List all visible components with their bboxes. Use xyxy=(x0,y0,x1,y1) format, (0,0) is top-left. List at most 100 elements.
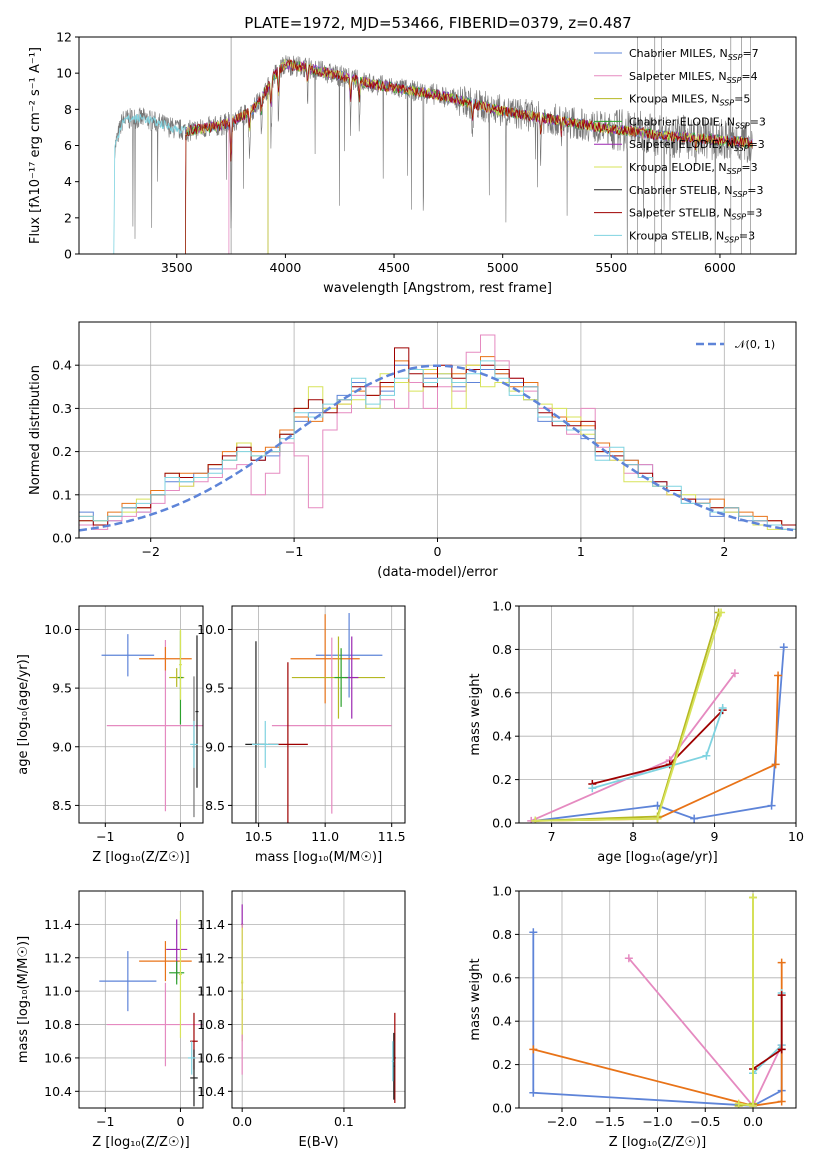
legend-name: Salpeter ELODIE, N xyxy=(629,138,734,151)
legend-name: Kroupa ELODIE, N xyxy=(629,161,727,174)
y-tick-label: 2 xyxy=(64,210,72,225)
axes-frame xyxy=(78,321,797,539)
x-tick-label: 5000 xyxy=(487,260,519,275)
legend-sub: SSP xyxy=(724,235,739,244)
x-axis-label: wavelength [Angstrom, rest frame] xyxy=(323,281,552,296)
y-tick-label: 0.2 xyxy=(492,1057,512,1072)
mass-weight-marker xyxy=(653,814,662,823)
y-tick-label: 11.0 xyxy=(44,984,72,999)
y-tick-label: 10.6 xyxy=(44,1050,72,1065)
y-tick-label: 0.8 xyxy=(492,927,512,942)
x-tick-label: 2 xyxy=(720,544,728,559)
y-tick-label: 8.5 xyxy=(205,798,225,813)
legend-name: Chabrier MILES, N xyxy=(629,47,728,60)
x-tick-label: 7 xyxy=(548,829,556,844)
x-tick-label: −2 xyxy=(141,544,159,559)
y-tick-label: 0.4 xyxy=(492,729,512,744)
x-axis-label: age [log₁₀(age/yr)] xyxy=(597,850,718,865)
x-tick-label: 4000 xyxy=(270,260,302,275)
legend-entry: Kroupa MILES, NSSP=5 xyxy=(629,93,750,108)
legend-sub: SSP xyxy=(735,121,750,130)
x-tick-label: −0.5 xyxy=(690,1114,720,1129)
y-tick-label: 9.5 xyxy=(52,681,72,696)
x-tick-label: −1 xyxy=(96,829,114,844)
axes-frame xyxy=(231,890,406,1109)
legend-entry: Kroupa ELODIE, NSSP=3 xyxy=(629,161,758,176)
spectrum-panel: 3500 4000 4500 5000 5500 6000 0 2 4 6 8 10 12 wavelen… xyxy=(28,30,797,296)
spectrum-legend: Chabrier MILES, NSSP=7 Salpeter MILES, N S… xyxy=(594,47,766,244)
y-tick-label: 0.6 xyxy=(492,685,512,700)
x-axis-label: E(B-V) xyxy=(298,1135,338,1150)
y-tick-label: 0.1 xyxy=(52,487,72,502)
y-axis-label: mass weight xyxy=(468,958,483,1040)
mass-weight-marker xyxy=(702,751,711,760)
mass-weight-marker xyxy=(777,958,786,967)
legend-name: Chabrier ELODIE, N xyxy=(629,115,735,128)
axes-frame xyxy=(518,605,797,824)
plot-area xyxy=(241,904,396,1103)
y-tick-label: 10.8 xyxy=(197,1017,225,1032)
x-tick-label: 1 xyxy=(577,544,585,559)
legend-suffix: =3 xyxy=(749,138,765,151)
y-tick-label: 0.8 xyxy=(492,642,512,657)
x-axis-label: Z [log₁₀(Z/Z☉)] xyxy=(609,1135,706,1150)
mass-weight-line xyxy=(535,612,720,822)
panels: 3500 4000 4500 5000 5500 6000024681012wavelen… xyxy=(16,30,804,1151)
y-tick-label: 10.4 xyxy=(44,1084,72,1099)
x-tick-label: 0 xyxy=(434,544,442,559)
x-tick-label: −1.5 xyxy=(595,1114,625,1129)
legend-entry: Chabrier ELODIE, NSSP=3 xyxy=(629,115,766,130)
mass-weight-marker xyxy=(718,703,727,712)
x-axis-label: Z [log₁₀(Z/Z☉)] xyxy=(92,1135,189,1150)
age-vs-Z-panel: −1 0 8.5 9.0 9.5 10.0 Z [log₁₀(Z/Z☉)] age [log₁… xyxy=(16,605,204,865)
mass-weight-marker xyxy=(749,893,758,902)
mass-weight-marker xyxy=(767,801,776,810)
y-tick-label: 0.6 xyxy=(492,970,512,985)
x-tick-label: 11.0 xyxy=(311,829,339,844)
legend-suffix: =5 xyxy=(734,93,750,106)
legend-entry: Kroupa STELIB, NSSP=3 xyxy=(629,229,755,244)
legend-entry: 𝒩(0, 1) xyxy=(735,338,775,351)
mass-weight-line xyxy=(752,993,783,1074)
legend-suffix: =3 xyxy=(741,161,757,174)
y-axis-label: age [log₁₀(age/yr)] xyxy=(16,654,31,775)
y-tick-label: 9.5 xyxy=(205,681,225,696)
mass-weight-marker xyxy=(777,1045,786,1054)
y-tick-label: 4 xyxy=(64,174,72,189)
y-tick-label: 0.4 xyxy=(492,1014,512,1029)
legend-sub: SSP xyxy=(727,167,742,176)
y-tick-label: 10 xyxy=(56,66,72,81)
legend-name: Chabrier STELIB, N xyxy=(629,184,733,197)
mass-weight-marker xyxy=(690,814,699,823)
x-tick-label: 10 xyxy=(788,829,804,844)
y-tick-label: 0.4 xyxy=(52,358,72,373)
x-tick-label: 6000 xyxy=(704,260,736,275)
mass-weight-line xyxy=(592,709,724,785)
histogram-step xyxy=(79,360,796,538)
axes-frame xyxy=(231,605,406,824)
legend-suffix: =3 xyxy=(739,229,755,242)
y-tick-label: 10.0 xyxy=(197,622,225,637)
legend-suffix: =3 xyxy=(746,207,762,220)
mass-weight-marker xyxy=(529,1045,538,1054)
mass-weight-marker xyxy=(779,643,788,652)
plot-area xyxy=(79,334,796,538)
legend-name: Salpeter MILES, N xyxy=(629,70,727,83)
mass-weight-marker xyxy=(749,1101,758,1108)
mass-weight-line xyxy=(592,707,724,790)
residual-panel: −2 −1 0 1 2 0.0 0.1 0.2 0.3 0.4 (data-model)/error… xyxy=(28,321,797,580)
plot-area xyxy=(527,608,788,823)
x-axis-label: mass [log₁₀(M/M☉)] xyxy=(255,850,382,865)
age-vs-mass-panel: 10.5 11.0 11.5 8.5 9.0 9.5 10.0 mass [log₁₀(M/M… xyxy=(197,605,406,865)
mass-weight-marker xyxy=(529,928,538,937)
y-tick-label: 8.5 xyxy=(52,798,72,813)
massweight-vs-Z-panel: −2.0 −1.5 −1.0 −0.5 0.0 0.0 0.2 0.4 0.6 0.8 1.0 Z [… xyxy=(468,884,797,1150)
legend-sub: SSP xyxy=(719,99,734,108)
y-tick-label: 10.0 xyxy=(44,622,72,637)
mass-weight-marker xyxy=(588,784,597,793)
x-tick-label: 0 xyxy=(176,829,184,844)
legend-entry: Chabrier MILES, NSSP=7 xyxy=(629,47,759,62)
x-tick-label: −1.0 xyxy=(642,1114,672,1129)
legend-name: Kroupa STELIB, N xyxy=(629,229,724,242)
